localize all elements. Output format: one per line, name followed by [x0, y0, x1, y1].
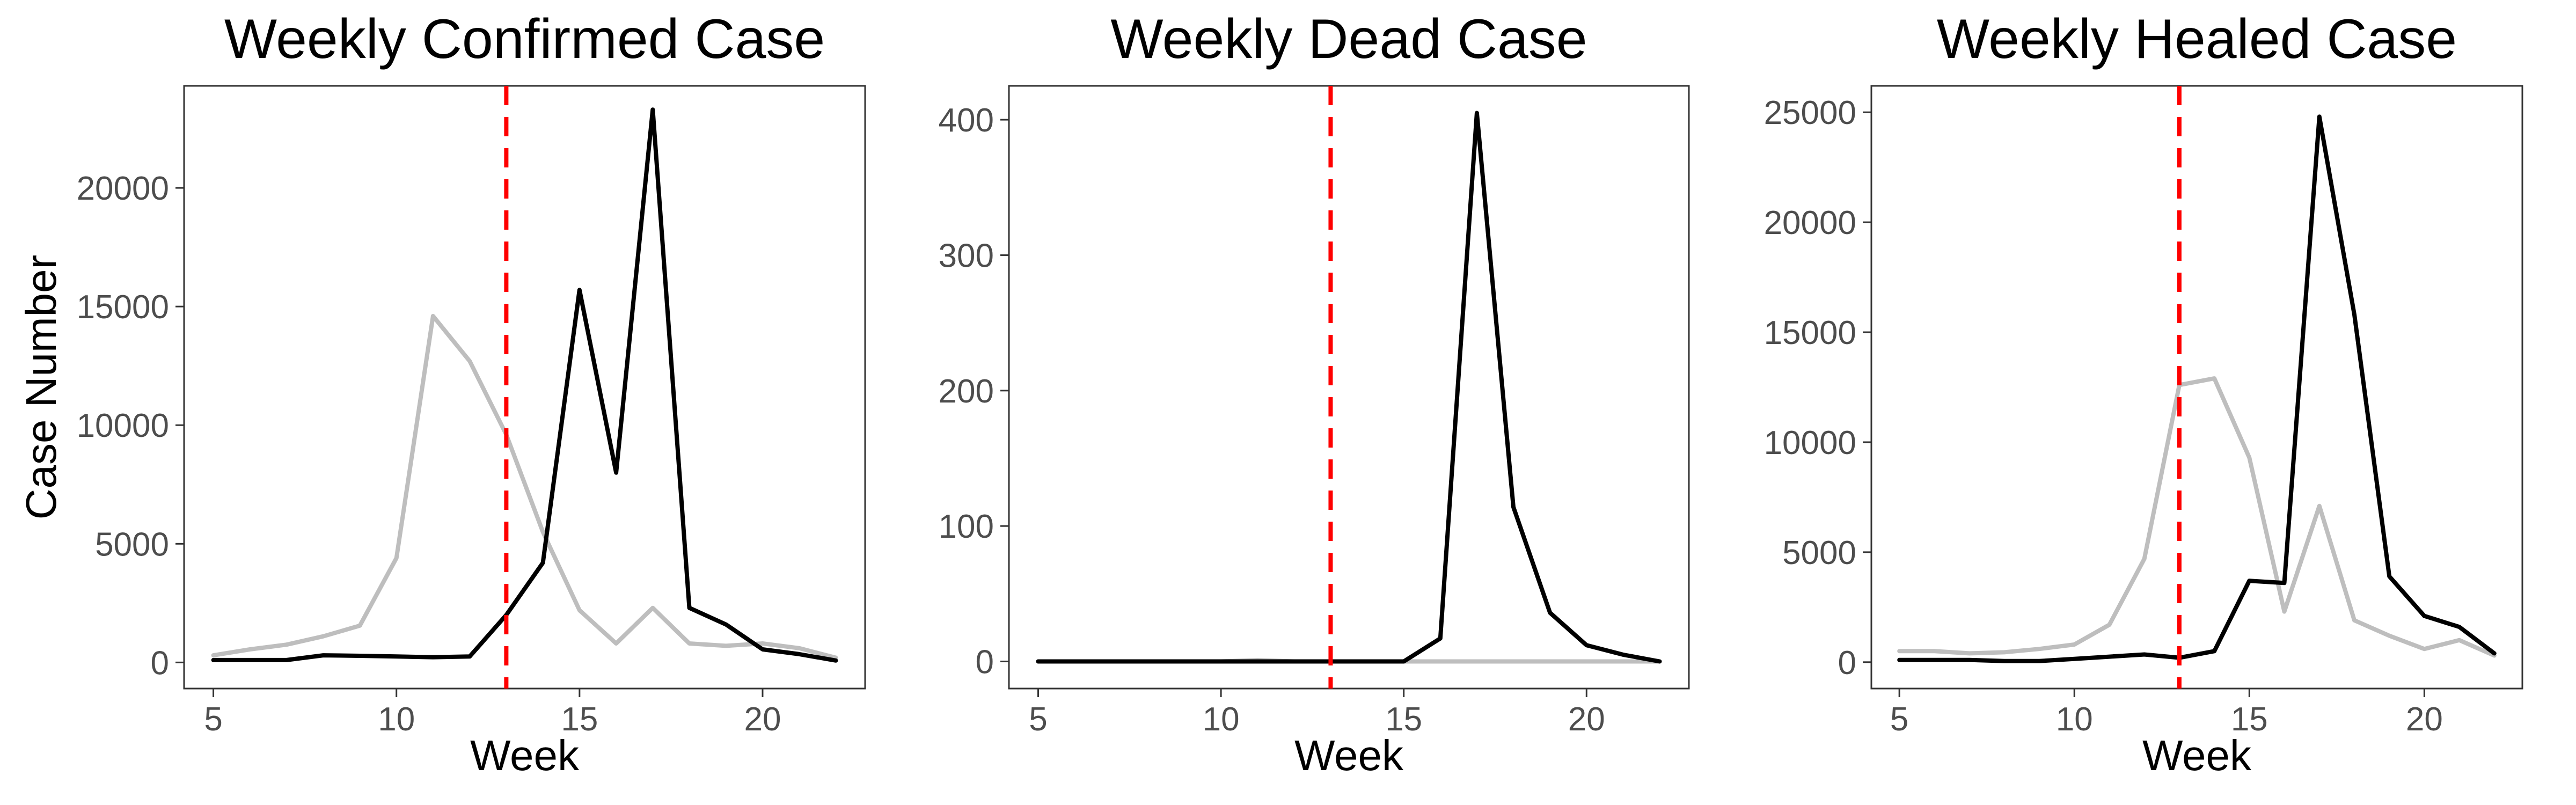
- y-tick-label: 0: [151, 645, 169, 682]
- chart-title: Weekly Healed Case: [1937, 8, 2457, 70]
- series-line-1: [1897, 376, 2497, 658]
- y-tick-label: 10000: [77, 407, 169, 444]
- y-tick-label: 15000: [1764, 314, 1856, 352]
- x-tick-label: 5: [1029, 701, 1047, 738]
- y-tick-label: 5000: [95, 526, 169, 563]
- chart-panel-3: Weekly Healed Case 5 10 15 20 0 5000 10000 15000…: [1764, 8, 2523, 779]
- x-tick-label: 20: [744, 701, 781, 738]
- plot-frame: [183, 85, 866, 690]
- chart-title: Weekly Dead Case: [1110, 8, 1587, 70]
- series-line-2: [1036, 111, 1662, 664]
- series-line-2: [1897, 114, 2497, 663]
- series-line-2: [211, 107, 838, 663]
- chart-panel-1: Weekly Confirmed Case 5 10 15 20 0 5000 10000 15…: [17, 8, 866, 779]
- y-tick-label: 20000: [77, 170, 169, 207]
- y-tick-label: 5000: [1782, 535, 1856, 572]
- x-axis-label: Week: [2142, 731, 2252, 779]
- y-tick-label: 25000: [1764, 94, 1856, 131]
- x-tick-label: 10: [378, 701, 415, 738]
- x-tick-label: 15: [2231, 701, 2268, 738]
- y-tick-label: 15000: [77, 289, 169, 326]
- x-tick-label: 15: [1385, 701, 1422, 738]
- x-tick-label: 20: [2406, 701, 2443, 738]
- x-tick-label: 10: [1203, 701, 1240, 738]
- plot-frame: [1008, 85, 1690, 690]
- y-tick-label: 0: [976, 644, 994, 681]
- plot-frame: [1870, 85, 2523, 690]
- y-tick-label: 300: [939, 237, 994, 274]
- y-axis-label: Case Number: [17, 255, 65, 520]
- x-tick-label: 5: [1890, 701, 1908, 738]
- series-line-1: [211, 313, 838, 660]
- x-axis-label: Week: [470, 731, 580, 779]
- x-axis-label: Week: [1294, 731, 1404, 779]
- y-tick-label: 20000: [1764, 204, 1856, 241]
- y-tick-label: 100: [939, 508, 994, 545]
- y-tick-label: 400: [939, 102, 994, 139]
- y-tick-label: 10000: [1764, 425, 1856, 462]
- chart-title: Weekly Confirmed Case: [224, 8, 825, 70]
- x-tick-label: 15: [561, 701, 598, 738]
- y-tick-label: 200: [939, 373, 994, 410]
- x-tick-label: 20: [1568, 701, 1605, 738]
- x-tick-label: 5: [204, 701, 222, 738]
- x-tick-label: 10: [2056, 701, 2093, 738]
- y-tick-label: 0: [1838, 645, 1856, 682]
